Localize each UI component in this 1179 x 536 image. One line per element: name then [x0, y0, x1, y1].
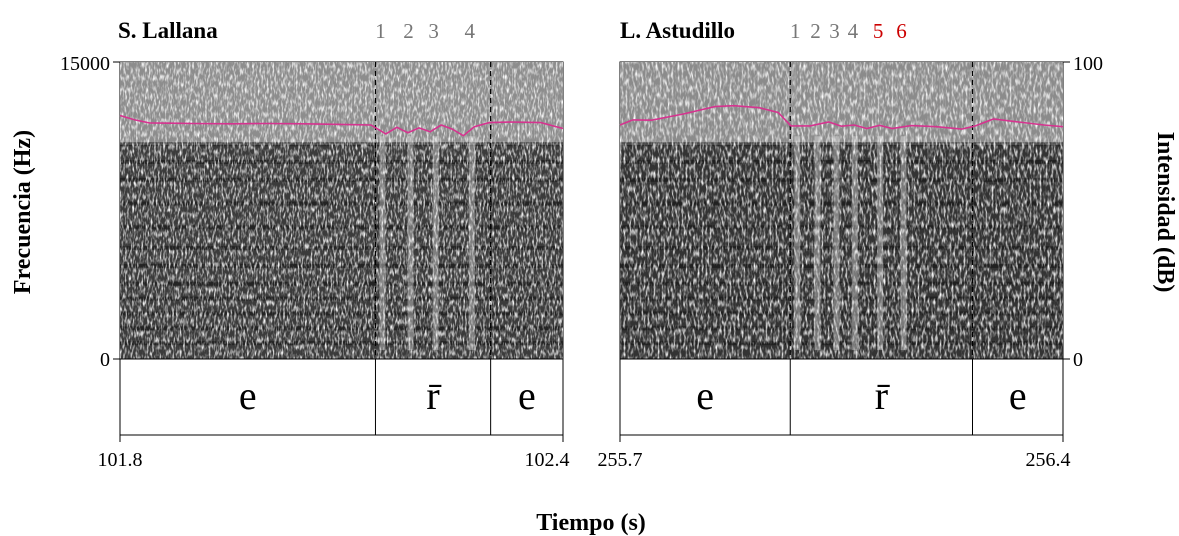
x-axis-label: Tiempo (s) [536, 510, 646, 536]
occlusion-gap [877, 136, 884, 351]
segment-labels: e r̄ e [696, 373, 1026, 418]
occlusion-marker-label: 4 [465, 19, 476, 43]
segment-label: e [518, 373, 536, 418]
occlusion-marker-label: 4 [848, 19, 859, 43]
occlusion-gap [407, 136, 414, 351]
occlusion-marker-label: 6 [896, 19, 907, 43]
intensity-curve [619, 104, 1064, 130]
occlusion-marker-label: 2 [403, 19, 414, 43]
y-axis-label-right: Intensidad (dB) [1152, 132, 1178, 293]
occlusion-marker-label: 1 [790, 19, 801, 43]
x-tick-label-right: 102.4 [525, 449, 570, 471]
y-axis-label-left: Frecuencia (Hz) [10, 130, 36, 294]
segment-labels: e r̄ e [239, 373, 536, 418]
y-tick-label-top: 15000 [60, 53, 110, 75]
occlusion-gap [851, 136, 858, 351]
x-tick-label-left: 255.7 [598, 449, 643, 471]
occlusion-marker-label: 3 [428, 19, 439, 43]
segmentation-tier [619, 358, 1064, 436]
boundary-lines [374, 62, 492, 435]
occlusion-gap [814, 136, 821, 351]
occlusion-gap [900, 136, 907, 351]
x-tick-label-right: 256.4 [1026, 449, 1071, 471]
occlusion-gap [833, 136, 840, 351]
segment-label: e [1009, 373, 1027, 418]
y-tick-label-bottom: 0 [1073, 349, 1083, 371]
occlusion-gap [379, 136, 386, 351]
segment-label: e [696, 373, 714, 418]
occlusion-gap [794, 136, 801, 351]
segment-label: e [239, 373, 257, 418]
x-tick-label-left: 101.8 [98, 449, 143, 471]
occlusion-marker-label: 5 [873, 19, 884, 43]
spectrogram [620, 62, 1063, 359]
intensity-curve [119, 114, 564, 137]
segmentation-tier [119, 358, 564, 436]
y-tick-label-top: 100 [1073, 53, 1103, 75]
panel-title: L. Astudillo [620, 18, 735, 43]
y-tick-label-bottom: 0 [100, 349, 110, 371]
panel-title: S. Lallana [118, 18, 218, 43]
segment-label: r̄ [426, 373, 442, 418]
segment-label: r̄ [875, 373, 891, 418]
occlusion-marker-label: 3 [829, 19, 840, 43]
spectrogram [120, 62, 563, 359]
spectrogram-speckle [120, 62, 563, 359]
occlusion-gap [432, 136, 439, 351]
occlusion-marker-label: 1 [375, 19, 386, 43]
occlusion-gap [468, 136, 475, 351]
boundary-lines [789, 62, 974, 435]
occlusion-marker-label: 2 [810, 19, 821, 43]
spectrogram-speckle [620, 62, 1063, 359]
